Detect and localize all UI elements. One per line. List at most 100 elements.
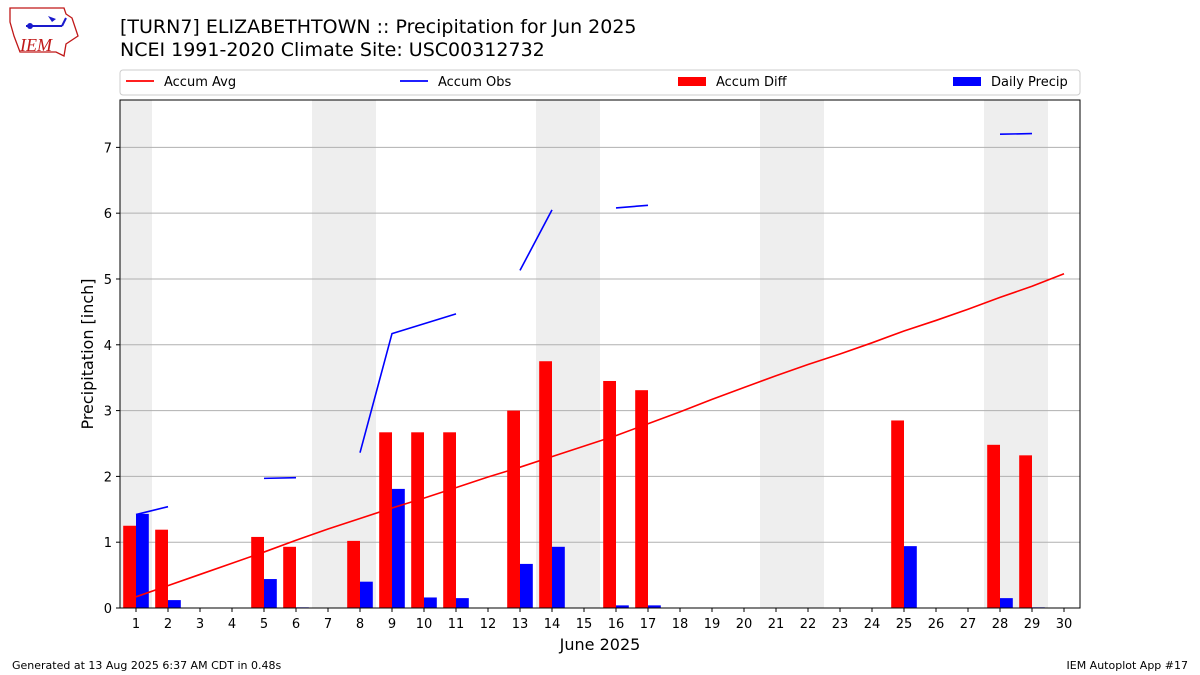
accum-diff-bar <box>155 529 168 608</box>
daily-precip-bar <box>136 513 149 608</box>
x-tick-label: 1 <box>132 617 140 632</box>
accum-diff-bar <box>347 540 360 608</box>
weekend-band <box>568 100 600 608</box>
x-tick-label: 15 <box>576 617 593 632</box>
accum-diff-bar <box>443 432 456 608</box>
x-tick-label: 3 <box>196 617 204 632</box>
x-tick-label: 24 <box>864 617 881 632</box>
app-credit: IEM Autoplot App #17 <box>1066 659 1189 672</box>
accum-obs-line <box>263 476 297 480</box>
accum-diff-bar <box>1019 455 1032 608</box>
legend-swatch <box>953 77 981 86</box>
daily-precip-bar <box>424 597 437 608</box>
x-tick-label: 5 <box>260 617 268 632</box>
accum-diff-bar <box>379 432 392 608</box>
accum-obs-line <box>359 313 457 453</box>
iem-logo: IEM <box>9 7 79 57</box>
x-tick-label: 29 <box>1024 617 1041 632</box>
chart-title: [TURN7] ELIZABETHTOWN :: Precipitation f… <box>120 16 637 38</box>
accum-diff-bar <box>411 432 424 608</box>
accum-obs-line <box>615 204 649 209</box>
y-tick-label: 7 <box>104 141 112 156</box>
weather-symbol-icon <box>48 16 56 22</box>
daily-precip-bar <box>552 546 565 608</box>
x-tick-label: 25 <box>896 617 913 632</box>
accum-diff-bar <box>635 390 648 608</box>
legend-swatch <box>678 77 706 86</box>
station-dot-icon <box>27 23 33 29</box>
x-tick-label: 16 <box>608 617 625 632</box>
wind-barb-flag-icon <box>61 17 67 27</box>
legend-label: Accum Obs <box>438 75 511 90</box>
accum-diff-bar <box>891 420 904 608</box>
legend-box <box>119 69 1081 96</box>
weekend-band <box>312 100 344 608</box>
iowa-outline-icon <box>9 7 79 57</box>
x-tick-label: 30 <box>1056 617 1073 632</box>
daily-precip-bar <box>456 598 469 608</box>
y-tick-label: 6 <box>104 207 112 222</box>
daily-precip-bar <box>264 579 277 608</box>
x-tick-label: 12 <box>480 617 497 632</box>
x-tick-label: 9 <box>388 617 396 632</box>
daily-precip-bar <box>360 581 373 608</box>
daily-precip-bar <box>904 546 917 608</box>
x-axis-label: June 2025 <box>559 635 641 654</box>
y-tick-label: 5 <box>104 273 112 288</box>
accum-obs-line <box>999 132 1033 136</box>
x-tick-label: 7 <box>324 617 332 632</box>
x-tick-label: 6 <box>292 617 300 632</box>
x-tick-label: 23 <box>832 617 849 632</box>
x-tick-label: 26 <box>928 617 945 632</box>
y-tick-label: 3 <box>104 405 112 420</box>
chart-subtitle: NCEI 1991-2020 Climate Site: USC00312732 <box>120 39 545 61</box>
accum-avg-line <box>135 272 1065 598</box>
daily-precip-bar <box>392 488 405 608</box>
x-tick-label: 8 <box>356 617 364 632</box>
x-tick-label: 4 <box>228 617 236 632</box>
x-tick-label: 18 <box>672 617 689 632</box>
logo-text: IEM <box>19 35 53 55</box>
accum-diff-bar <box>539 361 552 608</box>
x-tick-label: 14 <box>544 617 561 632</box>
accum-obs-line <box>135 505 169 516</box>
daily-precip-bar <box>616 605 629 608</box>
accum-obs-line <box>519 209 553 271</box>
accum-diff-bar <box>507 410 520 608</box>
y-tick-label: 0 <box>104 602 112 617</box>
x-tick-label: 20 <box>736 617 753 632</box>
x-tick-label: 21 <box>768 617 785 632</box>
daily-precip-bar <box>520 563 533 608</box>
weekend-band <box>792 100 824 608</box>
y-tick-label: 2 <box>104 470 112 485</box>
x-tick-label: 28 <box>992 617 1009 632</box>
weekend-band <box>760 100 792 608</box>
weekend-band <box>344 100 376 608</box>
daily-precip-bar <box>1000 598 1013 608</box>
legend-label: Daily Precip <box>991 75 1068 90</box>
legend-label: Accum Diff <box>716 75 788 90</box>
plot-frame <box>119 99 1081 609</box>
accum-diff-bar <box>123 525 136 608</box>
y-axis-label: Precipitation [inch] <box>78 278 97 429</box>
x-tick-label: 19 <box>704 617 721 632</box>
legend-label: Accum Avg <box>164 75 236 90</box>
accum-diff-bar <box>603 380 616 608</box>
x-tick-label: 10 <box>416 617 433 632</box>
x-tick-label: 17 <box>640 617 657 632</box>
daily-precip-bar <box>648 605 661 608</box>
accum-diff-bar <box>283 546 296 608</box>
x-tick-label: 11 <box>448 617 465 632</box>
x-tick-label: 2 <box>164 617 172 632</box>
y-tick-label: 1 <box>104 536 112 551</box>
legend: Accum Avg Accum Obs Accum Diff Daily Precip <box>119 69 1081 96</box>
accum-diff-bar <box>987 444 1000 608</box>
generated-note: Generated at 13 Aug 2025 6:37 AM CDT in … <box>12 659 282 672</box>
x-tick-label: 27 <box>960 617 977 632</box>
x-tick-label: 22 <box>800 617 817 632</box>
x-tick-label: 13 <box>512 617 529 632</box>
accum-diff-bar <box>251 536 264 608</box>
daily-precip-bar <box>168 600 181 608</box>
y-tick-label: 4 <box>104 339 112 354</box>
